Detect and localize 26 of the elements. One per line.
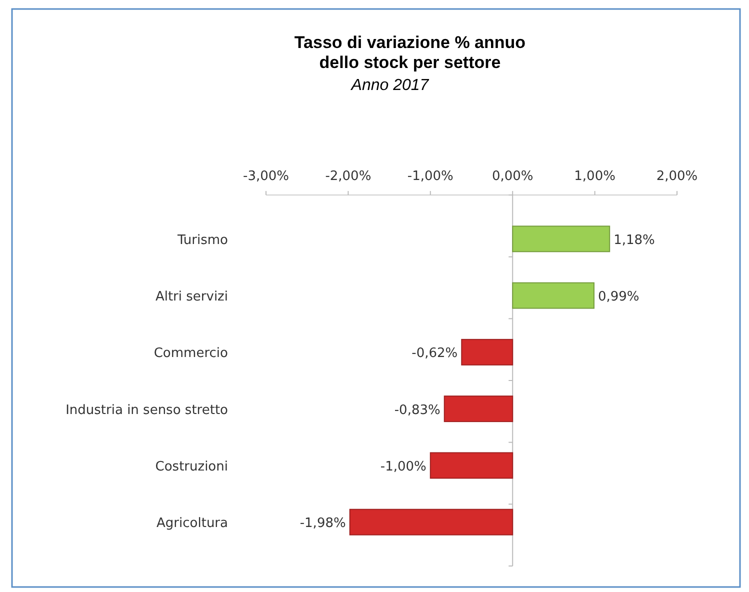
x-tick-label: 0,00% xyxy=(492,169,534,184)
data-label: 0,99% xyxy=(598,290,640,305)
x-tick-label: -3,00% xyxy=(243,169,289,184)
chart-subtitle: Anno 2017 xyxy=(350,77,430,94)
data-label: -0,83% xyxy=(394,402,440,418)
x-tick-label: 1,00% xyxy=(574,169,616,184)
x-tick-label: -2,00% xyxy=(325,169,372,184)
data-label: -1,98% xyxy=(300,516,346,532)
chart-title: Tasso di variazione % annuo dello stock per settore xyxy=(294,33,526,72)
y-tick-label: Costruzioni xyxy=(155,459,228,474)
data-label: -0,62% xyxy=(412,346,458,362)
x-tick-label: -1,00% xyxy=(407,169,454,184)
bar xyxy=(512,226,610,252)
y-tick-label: Agricoltura xyxy=(156,516,228,532)
bar xyxy=(512,282,594,309)
bar xyxy=(430,452,514,479)
y-tick-label: Commercio xyxy=(154,346,228,362)
data-label: 1,18% xyxy=(614,232,655,248)
data-label: -1,00% xyxy=(380,459,426,474)
y-tick-label: Industria in senso stretto xyxy=(66,402,228,418)
bar xyxy=(444,396,514,422)
y-tick-label: Turismo xyxy=(176,232,228,248)
x-tick-label: 2,00% xyxy=(656,169,698,184)
bar xyxy=(461,338,514,366)
bar xyxy=(349,508,514,536)
y-tick-label: Altri servizi xyxy=(155,290,228,305)
